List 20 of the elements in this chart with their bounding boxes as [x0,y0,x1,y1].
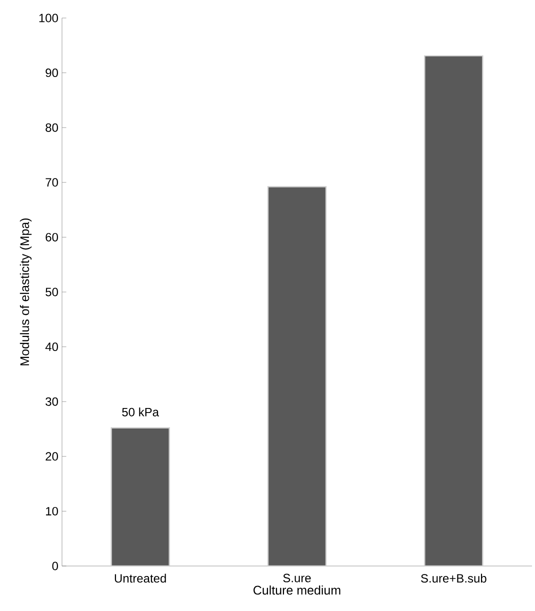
y-tick-label: 60 [46,232,58,242]
bar [110,427,170,566]
x-tick-label: Untreated [114,574,166,583]
x-axis-title: Culture medium [254,585,340,595]
bar [267,186,327,566]
y-tick-label: 30 [46,397,58,406]
y-tick-label: 10 [46,506,58,516]
y-tick-label: 100 [39,14,58,22]
y-tick-label: 70 [46,178,58,187]
y-tick-label: 0 [52,562,58,570]
y-tick-label: 20 [46,452,58,461]
annotation: 50 kPa [122,408,159,416]
y-tick-label: 90 [46,68,58,78]
y-tick-label: 50 [46,288,58,296]
bar [424,55,484,566]
y-tick-label: 40 [45,342,58,352]
x-tick-label: S.ure [283,574,311,582]
y-tick-label: 80 [46,123,58,132]
y-axis-title: Modulus of elasticity (Mpa) [20,218,32,366]
x-tick-label: S.ure+B.sub [421,574,486,583]
